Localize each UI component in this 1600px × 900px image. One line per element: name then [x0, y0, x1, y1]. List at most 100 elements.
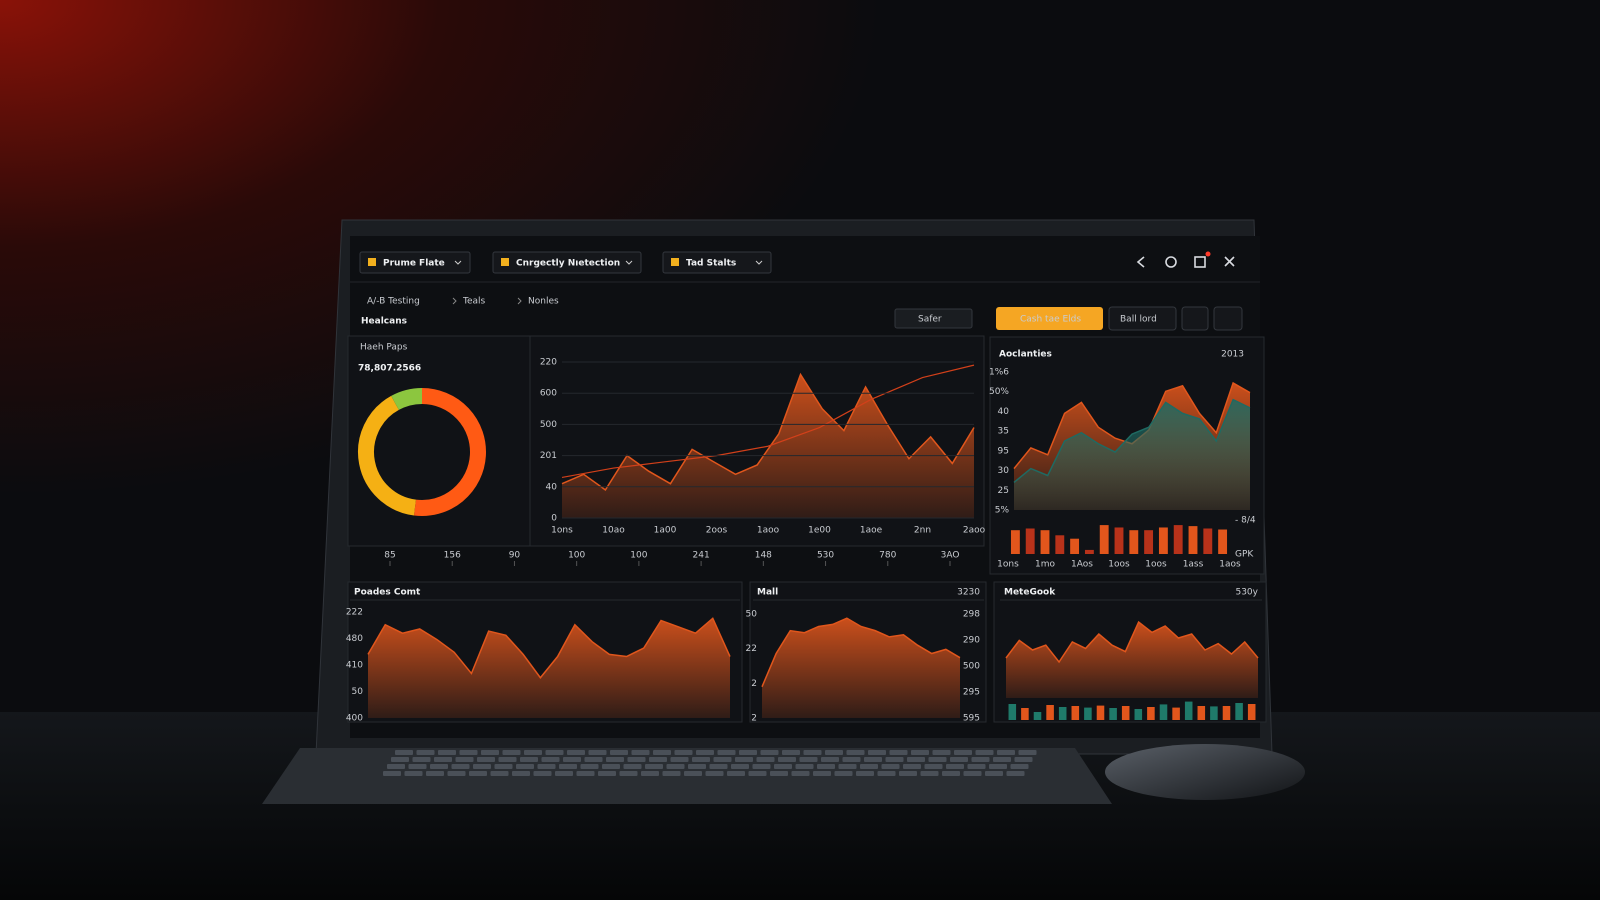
stat-value: 78,807.2566	[358, 364, 421, 374]
key	[416, 750, 435, 755]
key	[533, 771, 552, 776]
key	[717, 750, 736, 755]
key	[459, 750, 478, 755]
bar	[1010, 530, 1020, 554]
bar	[1033, 712, 1042, 720]
filter-button[interactable]	[894, 308, 973, 329]
line	[561, 364, 975, 479]
bar	[1040, 530, 1050, 554]
key	[881, 764, 900, 769]
key	[477, 757, 495, 762]
dropdown[interactable]	[359, 251, 471, 274]
key	[1014, 757, 1033, 762]
x-axis-label: 1a00	[654, 526, 677, 536]
key	[813, 771, 831, 776]
chevron	[454, 260, 462, 265]
key	[520, 757, 538, 762]
save-icon[interactable]	[1194, 256, 1206, 268]
y-axis-label: 600	[540, 389, 557, 399]
y-axis-label: 500	[540, 420, 557, 430]
power-icon[interactable]	[1165, 256, 1177, 268]
key	[860, 764, 878, 769]
y-axis-label: 5%	[995, 506, 1010, 516]
y-axis-label: 500	[963, 662, 980, 672]
key	[684, 771, 702, 776]
chevron	[755, 260, 763, 265]
icon-button[interactable]	[1213, 306, 1243, 331]
x-axis-label: 2aoo	[963, 526, 986, 536]
key	[963, 771, 982, 776]
window-icons	[1136, 256, 1235, 268]
back-icon[interactable]	[1136, 256, 1145, 268]
bar	[1071, 706, 1080, 720]
key	[631, 750, 650, 755]
key	[877, 771, 896, 776]
key	[817, 764, 835, 769]
icon-button[interactable]	[1181, 306, 1209, 331]
y-axis-label: 295	[963, 688, 980, 698]
key	[942, 771, 960, 776]
dropdown[interactable]	[492, 251, 642, 274]
bar	[1058, 707, 1067, 720]
key	[954, 750, 972, 755]
bar	[1121, 706, 1130, 720]
bar	[1025, 528, 1035, 554]
axis-strip-label: 530	[817, 551, 834, 561]
key	[911, 750, 929, 755]
key	[899, 771, 917, 776]
key	[727, 771, 745, 776]
bar	[1109, 708, 1117, 720]
key	[748, 771, 767, 776]
bar	[1084, 549, 1094, 554]
key	[889, 750, 908, 755]
bar	[1188, 526, 1198, 554]
key	[971, 757, 990, 762]
close-icon[interactable]	[1224, 256, 1235, 267]
key	[434, 757, 452, 762]
dropdown-label: Prume Flate	[383, 259, 445, 269]
dropdown[interactable]	[662, 251, 772, 274]
x-axis-label: 1oos	[1145, 560, 1167, 570]
key	[666, 764, 685, 769]
stat-label: Haeh Paps	[360, 343, 408, 353]
bar	[1070, 538, 1080, 554]
key	[451, 764, 470, 769]
keys	[383, 750, 1037, 776]
bar	[1210, 706, 1218, 720]
key	[907, 757, 925, 762]
key	[993, 757, 1011, 762]
breadcrumb-item: Teals	[462, 297, 486, 307]
bar	[1144, 530, 1154, 554]
x-axis-label: 1oos	[1108, 560, 1130, 570]
axis-strip-label: 85	[384, 551, 395, 561]
key	[584, 757, 603, 762]
key	[674, 750, 693, 755]
y-axis-label: 595	[963, 714, 980, 724]
x-axis-label: 1ass	[1183, 560, 1204, 570]
line	[1013, 398, 1251, 483]
y-axis-label: 298	[963, 610, 980, 620]
key	[502, 750, 521, 755]
secondary-button[interactable]	[1108, 306, 1177, 331]
area	[1006, 622, 1258, 698]
key	[545, 750, 564, 755]
y-axis-label: 95	[998, 446, 1009, 456]
key	[1010, 764, 1029, 769]
bar	[1114, 527, 1124, 554]
x-axis-label: 1aoe	[860, 526, 883, 536]
y-axis-label: 410	[346, 661, 363, 671]
y-axis-label: 2	[751, 679, 757, 689]
key	[524, 750, 542, 755]
key	[731, 764, 749, 769]
key	[610, 750, 628, 755]
key	[498, 757, 517, 762]
x-axis-label: 2nn	[914, 526, 931, 536]
dropdown-label: Tad Stalts	[686, 259, 736, 269]
key	[588, 750, 607, 755]
key	[932, 750, 951, 755]
key	[516, 764, 534, 769]
key	[967, 764, 986, 769]
panel-value: 3230	[957, 588, 980, 598]
area	[762, 618, 960, 718]
primary-button[interactable]	[996, 307, 1103, 330]
